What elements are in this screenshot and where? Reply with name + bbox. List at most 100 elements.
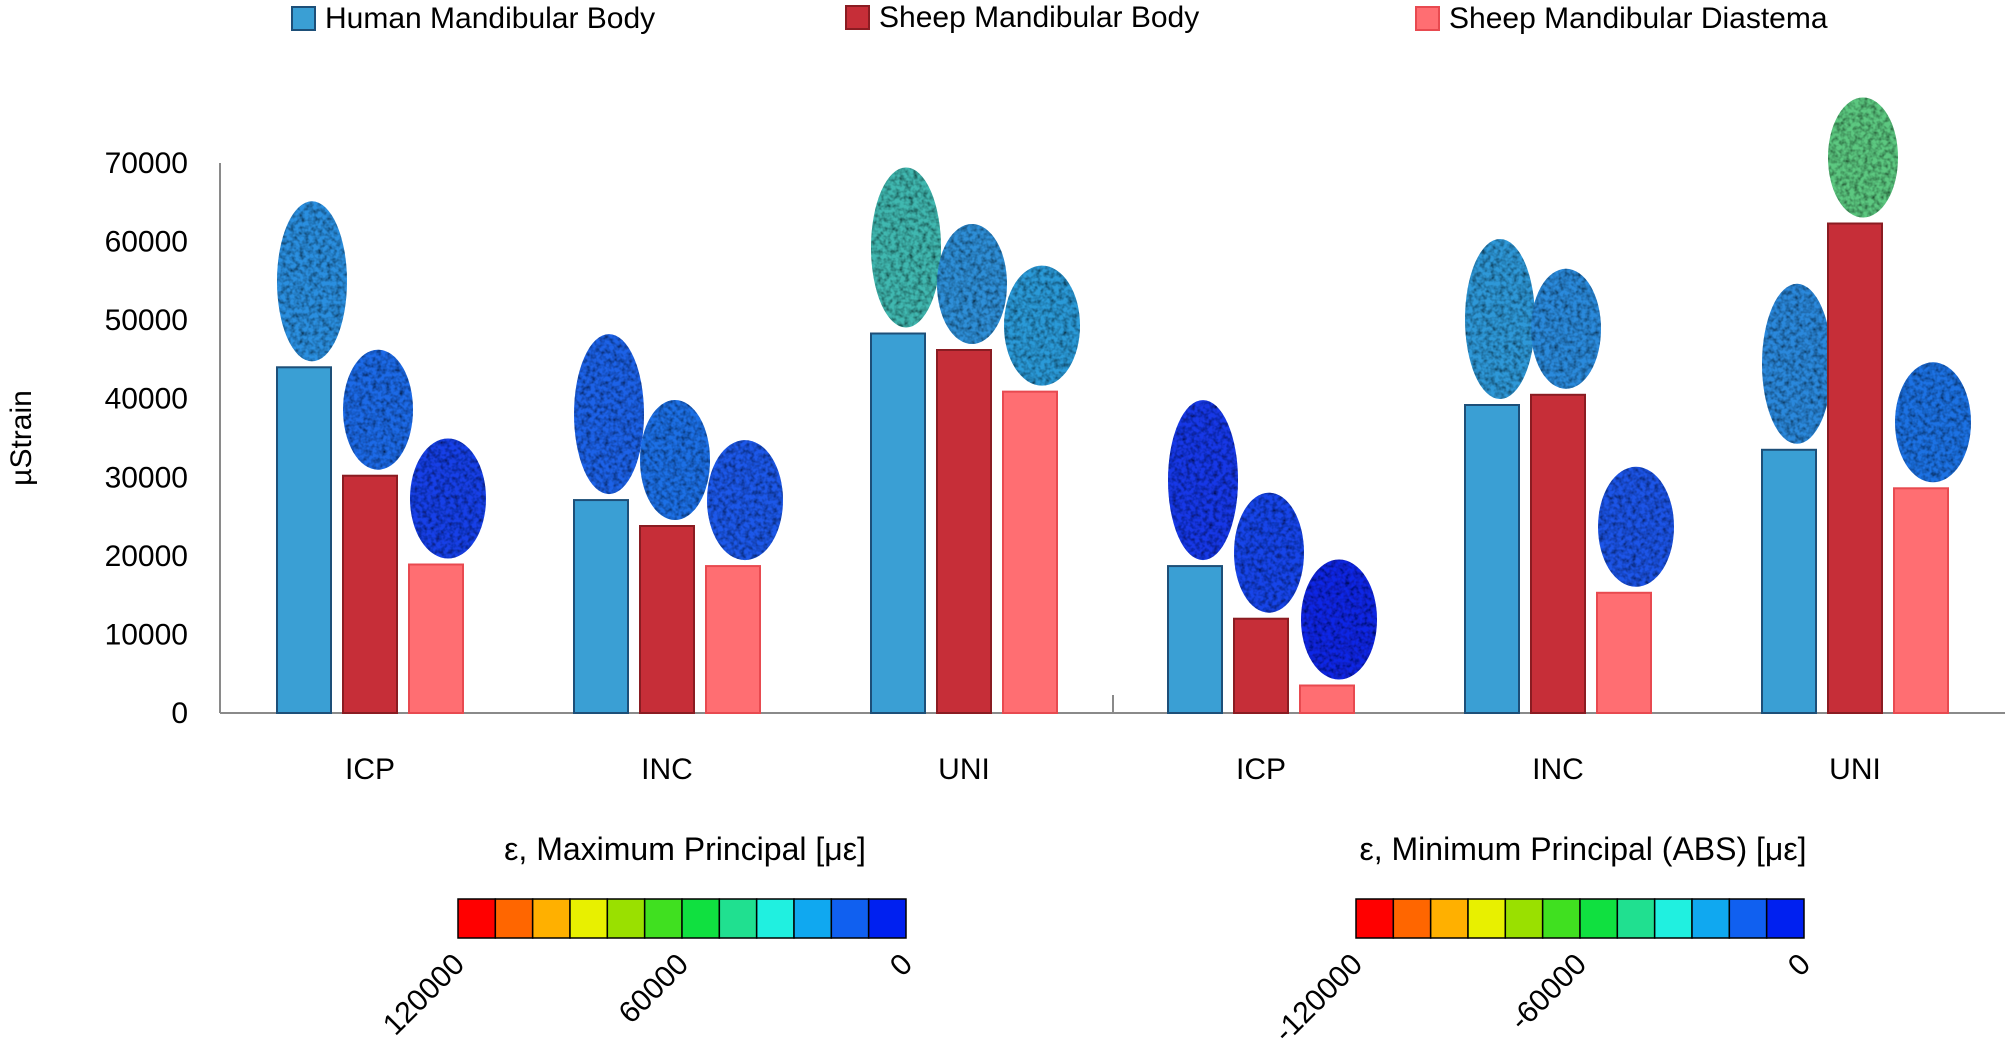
bar <box>1596 591 1652 714</box>
colorbar-cell <box>681 898 721 939</box>
y-tick-label: 0 <box>171 697 188 730</box>
colorbar-max-principal: ε, Maximum Principal [με] 120000 60000 0 <box>377 831 919 1042</box>
colorbar-max-cells <box>457 898 907 939</box>
cross-section-blob <box>1234 492 1304 613</box>
bar <box>1299 684 1355 714</box>
colorbar-cell <box>1504 898 1544 939</box>
legend: Human Mandibular Body Sheep Mandibular B… <box>291 1 1828 35</box>
colorbar-min-principal: ε, Minimum Principal (ABS) [με] -120000 … <box>1268 831 1817 1049</box>
bar <box>1002 390 1058 714</box>
colorbar-max-tick-mid: 60000 <box>613 948 695 1030</box>
colorbar-cell <box>755 898 795 939</box>
bar <box>342 474 398 715</box>
colorbar-min-tick-low: -120000 <box>1268 948 1369 1049</box>
bar <box>639 525 695 714</box>
legend-swatch-sheep-diastema <box>1415 6 1440 31</box>
x-tick-label: UNI <box>1829 753 1881 786</box>
cross-section-blob <box>1598 466 1674 587</box>
colorbar-cell <box>606 898 646 939</box>
cross-section-blob <box>1531 268 1601 389</box>
cross-section-blob <box>1004 265 1080 386</box>
y-axis-label: µStrain <box>5 390 38 486</box>
y-tick-label: 50000 <box>105 304 188 337</box>
y-tick-labels: 0 10000 20000 30000 40000 50000 60000 70000 <box>105 147 188 730</box>
cross-section-blob <box>343 349 413 470</box>
y-tick-label: 20000 <box>105 540 188 573</box>
colorbar-cell <box>1429 898 1469 939</box>
y-tick-label: 30000 <box>105 461 188 494</box>
colorbar-cell <box>1355 898 1395 939</box>
legend-label-human-body: Human Mandibular Body <box>325 2 655 35</box>
colorbar-cell <box>531 898 571 939</box>
cross-section-blob <box>1762 283 1832 444</box>
cross-section-blob <box>1895 362 1971 483</box>
colorbar-cell <box>1579 898 1619 939</box>
cross-section-blob <box>1465 239 1535 399</box>
bar <box>1761 448 1817 714</box>
colorbar-max-title: ε, Maximum Principal [με] <box>504 831 866 867</box>
bar <box>1233 617 1289 715</box>
x-tick-label: ICP <box>1236 753 1286 786</box>
cross-section-images <box>277 97 1971 680</box>
colorbar-cell <box>1728 898 1768 939</box>
bar <box>1464 404 1520 714</box>
legend-label-sheep-body: Sheep Mandibular Body <box>879 1 1199 34</box>
colorbar-cell <box>718 898 758 939</box>
bar <box>936 349 992 714</box>
x-tick-labels: ICP INC UNI ICP INC UNI <box>345 753 1881 786</box>
colorbar-cell <box>793 898 833 939</box>
legend-swatch-sheep-body <box>845 5 870 30</box>
legend-swatch-human-body <box>291 6 316 31</box>
colorbar-max-tick-high: 120000 <box>377 948 471 1042</box>
colorbar-cell <box>1616 898 1656 939</box>
cross-section-blob <box>937 224 1007 344</box>
x-tick-label: ICP <box>345 753 395 786</box>
bar <box>870 332 926 714</box>
colorbar-cell <box>494 898 534 939</box>
colorbar-min-cells <box>1355 898 1805 939</box>
colorbar-cell <box>569 898 609 939</box>
cross-section-blob <box>410 438 486 559</box>
bars <box>276 222 1949 715</box>
cross-section-blob <box>574 334 644 495</box>
cross-section-blob <box>1828 97 1898 218</box>
axes: µStrain 0 10000 20000 30000 40000 50000 60000 7… <box>5 147 2005 730</box>
bar <box>1530 393 1586 714</box>
bar <box>408 563 464 714</box>
cross-section-blob <box>871 167 941 328</box>
cross-section-blob <box>640 400 710 520</box>
bar <box>1893 487 1949 714</box>
cross-section-blob <box>1301 559 1377 680</box>
y-tick-label: 10000 <box>105 618 188 651</box>
y-tick-label: 70000 <box>105 147 188 180</box>
colorbar-cell <box>830 898 870 939</box>
bar <box>1167 565 1223 714</box>
colorbar-min-title: ε, Minimum Principal (ABS) [με] <box>1359 831 1806 867</box>
bar <box>1827 222 1883 714</box>
cross-section-blob <box>1168 400 1238 561</box>
colorbar-cell <box>643 898 683 939</box>
colorbar-cell <box>1653 898 1693 939</box>
bar <box>705 565 761 714</box>
colorbar-cell <box>1392 898 1432 939</box>
bar <box>276 366 332 714</box>
x-tick-label: INC <box>1532 753 1584 786</box>
y-tick-label: 40000 <box>105 383 188 416</box>
colorbar-cell <box>867 898 907 939</box>
colorbar-max-tick-zero: 0 <box>884 948 919 983</box>
colorbar-cell <box>457 898 497 939</box>
colorbar-min-tick-zero: 0 <box>1782 948 1817 983</box>
x-tick-label: UNI <box>938 753 990 786</box>
colorbar-cell <box>1467 898 1507 939</box>
cross-section-blob <box>707 440 783 561</box>
x-tick-label: INC <box>641 753 693 786</box>
colorbar-cell <box>1541 898 1581 939</box>
y-tick-label: 60000 <box>105 226 188 259</box>
legend-label-sheep-diastema: Sheep Mandibular Diastema <box>1449 2 1828 35</box>
bar <box>573 499 629 715</box>
cross-section-blob <box>277 201 347 362</box>
colorbar-cell <box>1765 898 1805 939</box>
colorbar-cell <box>1691 898 1731 939</box>
colorbar-min-tick-mid: -60000 <box>1504 948 1593 1037</box>
